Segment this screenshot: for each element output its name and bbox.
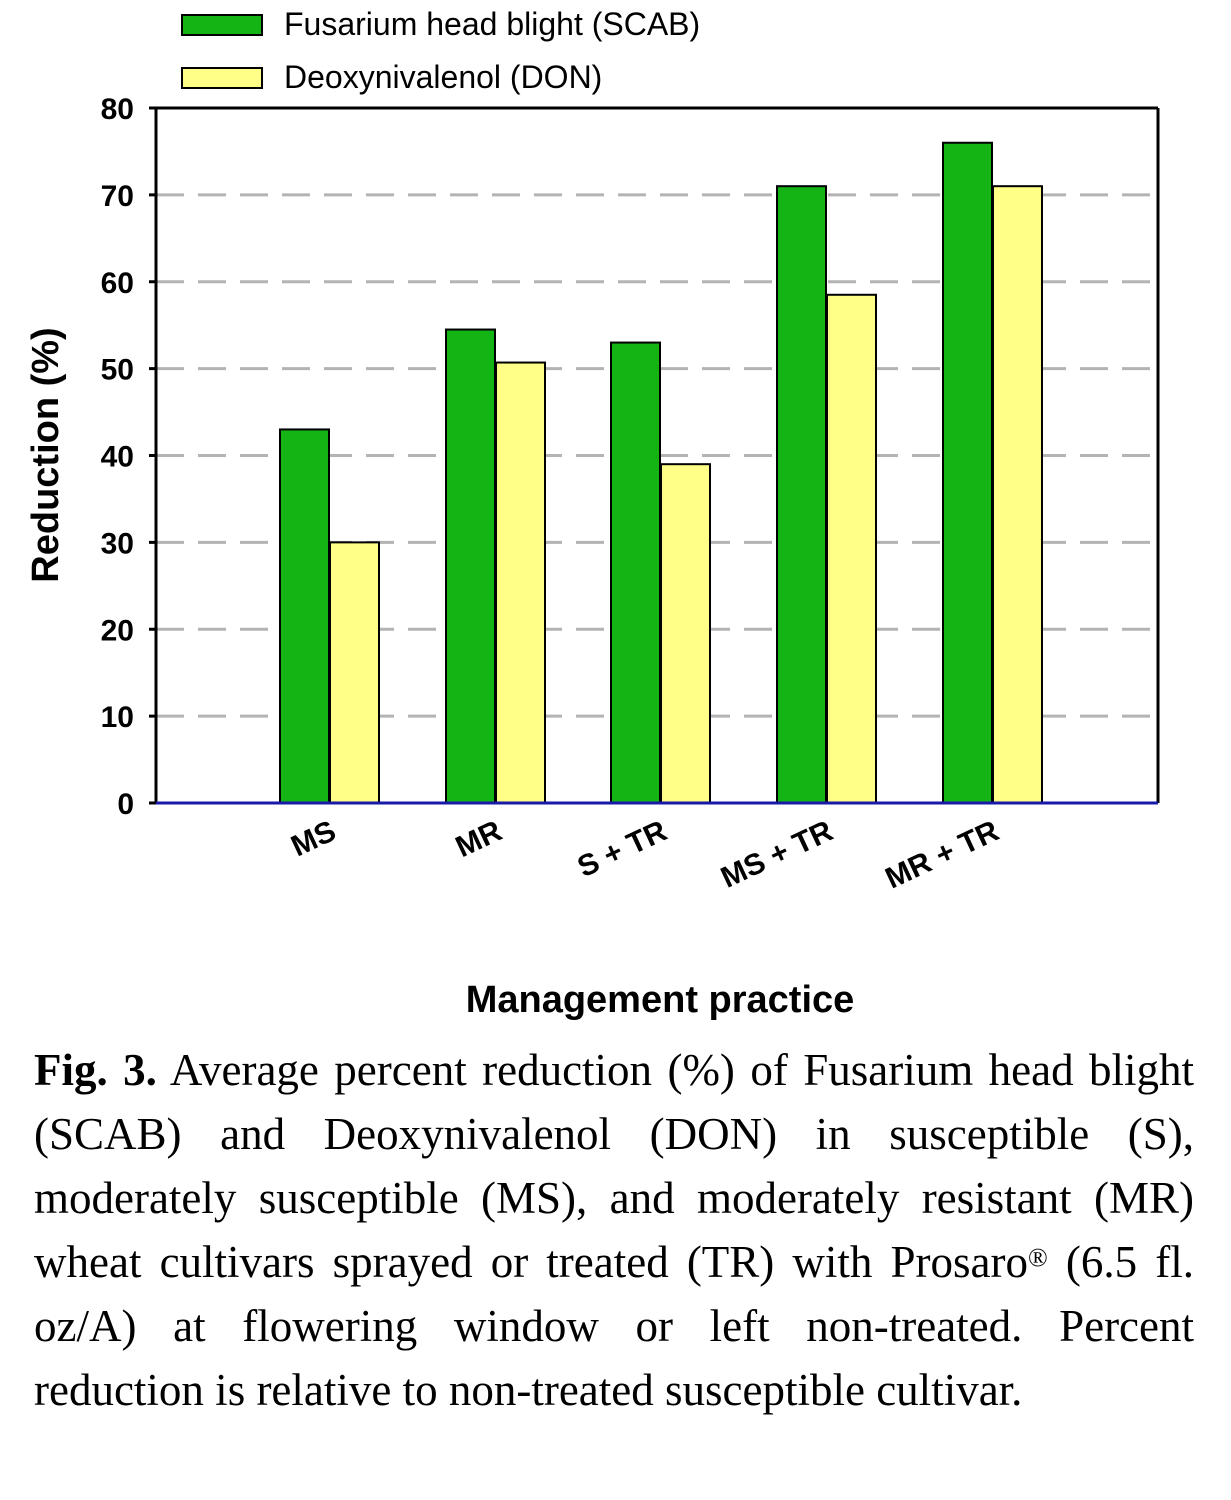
x-category-label: MR + TR — [880, 814, 1004, 895]
caption-text-end: (6.5 fl. oz/A) at flowering window or le… — [34, 1237, 1194, 1415]
legend-label-don: Deoxynivalenol (DON) — [284, 59, 602, 95]
y-tick-labels: 0 10 20 30 40 50 60 70 80 — [101, 93, 134, 821]
y-tick-label: 30 — [101, 527, 134, 560]
bar-scab — [776, 185, 827, 804]
legend-swatch-don — [181, 67, 263, 89]
bar-don — [329, 541, 380, 804]
x-category-label: MS + TR — [716, 814, 838, 894]
y-tick-label: 10 — [101, 701, 134, 734]
x-category-labels: MS MR S + TR MS + TR MR + TR — [286, 814, 1004, 895]
y-tick-label: 80 — [101, 93, 134, 126]
y-tick-label: 70 — [101, 180, 134, 213]
bar-chart: 0 10 20 30 40 50 60 70 80 MS MR S + TR MS + TR MR + … — [25, 6, 1160, 1021]
caption-label: Fig. 3. — [34, 1045, 157, 1095]
legend: Fusarium head blight (SCAB) Deoxynivalen… — [181, 6, 700, 95]
x-category-label: MS — [286, 814, 341, 863]
y-tick-label: 60 — [101, 267, 134, 300]
axes — [149, 106, 1160, 805]
bar-don — [826, 293, 877, 804]
caption-text: Average percent reduction (%) of Fusariu… — [34, 1045, 1194, 1287]
bar-scab — [610, 341, 661, 804]
x-category-label: S + TR — [573, 814, 673, 884]
x-category-label: MR — [451, 814, 508, 864]
bar-scab — [445, 328, 496, 804]
y-tick-label: 40 — [101, 441, 134, 474]
bars — [279, 141, 1043, 804]
bar-don — [660, 463, 711, 804]
bar-scab — [942, 141, 993, 804]
legend-swatch-scab — [181, 14, 263, 36]
figure-caption: Fig. 3. Average percent reduction (%) of… — [34, 1038, 1194, 1422]
y-axis-title: Reduction (%) — [25, 327, 67, 582]
registered-mark: ® — [1028, 1243, 1048, 1272]
bar-scab — [279, 428, 330, 804]
bar-don — [992, 185, 1043, 804]
bar-don — [495, 361, 546, 804]
x-axis-title: Management practice — [466, 979, 855, 1021]
legend-label-scab: Fusarium head blight (SCAB) — [284, 6, 700, 42]
y-tick-label: 20 — [101, 614, 134, 647]
y-tick-label: 50 — [101, 354, 134, 387]
y-tick-label: 0 — [117, 788, 134, 821]
